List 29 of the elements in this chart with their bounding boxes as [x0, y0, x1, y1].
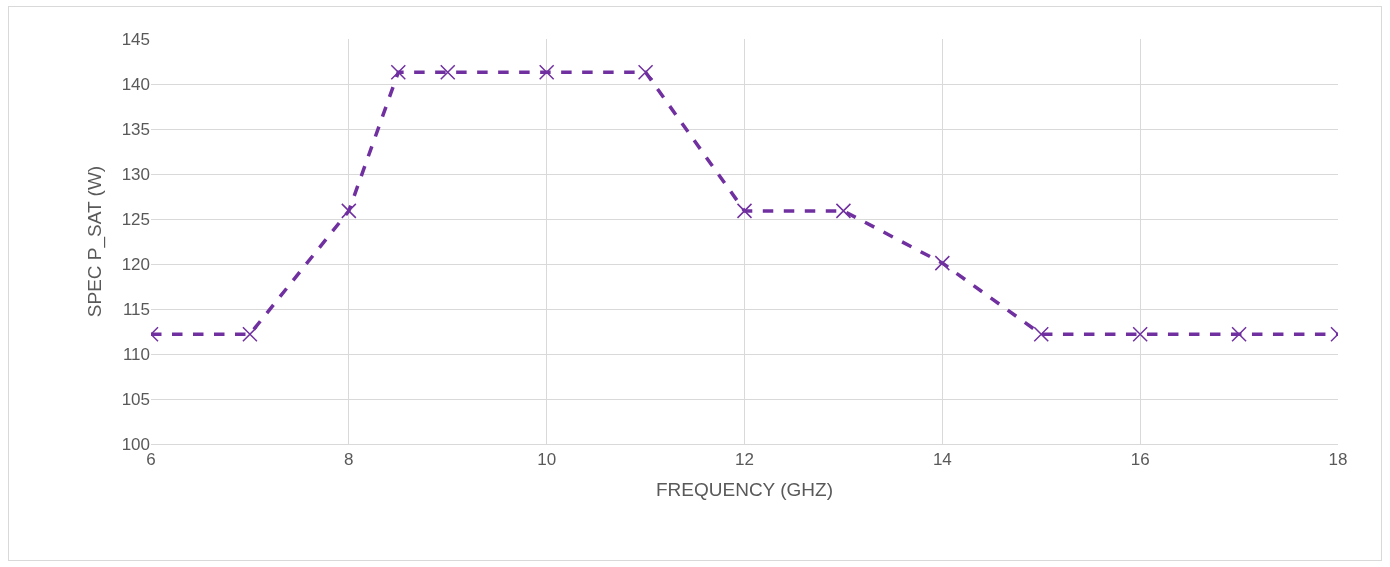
x-tick-label: 12 — [735, 450, 754, 470]
point — [835, 203, 852, 219]
y-tick-label: 115 — [122, 299, 150, 319]
y-tick-label: 125 — [121, 209, 150, 229]
point — [637, 64, 654, 81]
point — [736, 203, 753, 219]
point — [934, 255, 951, 271]
point — [1231, 326, 1247, 342]
x-tick-label: 14 — [932, 450, 952, 470]
x-tick-label: 16 — [1130, 450, 1150, 470]
y-tick-label: 145 — [121, 29, 150, 49]
y-axis-title: SPEC P_SAT (W) — [84, 165, 107, 318]
y-tick-label: 110 — [122, 344, 150, 364]
x-tick-label: 8 — [344, 450, 354, 470]
x-tick-label: 10 — [537, 450, 557, 470]
y-tick-label: 135 — [121, 119, 150, 139]
y-tick-label: 105 — [121, 389, 150, 409]
y-tick-label: 130 — [121, 164, 150, 184]
point — [1033, 326, 1049, 342]
y-tick-label: 120 — [121, 254, 150, 274]
y-tick-label: 140 — [121, 74, 150, 94]
point — [440, 64, 456, 81]
point — [1132, 326, 1148, 342]
point — [538, 64, 555, 81]
x-axis-title: FREQUENCY (GHZ) — [656, 479, 833, 501]
point — [341, 203, 357, 219]
x-tick-label: 18 — [1328, 450, 1348, 470]
point — [242, 326, 258, 342]
point — [390, 64, 407, 81]
